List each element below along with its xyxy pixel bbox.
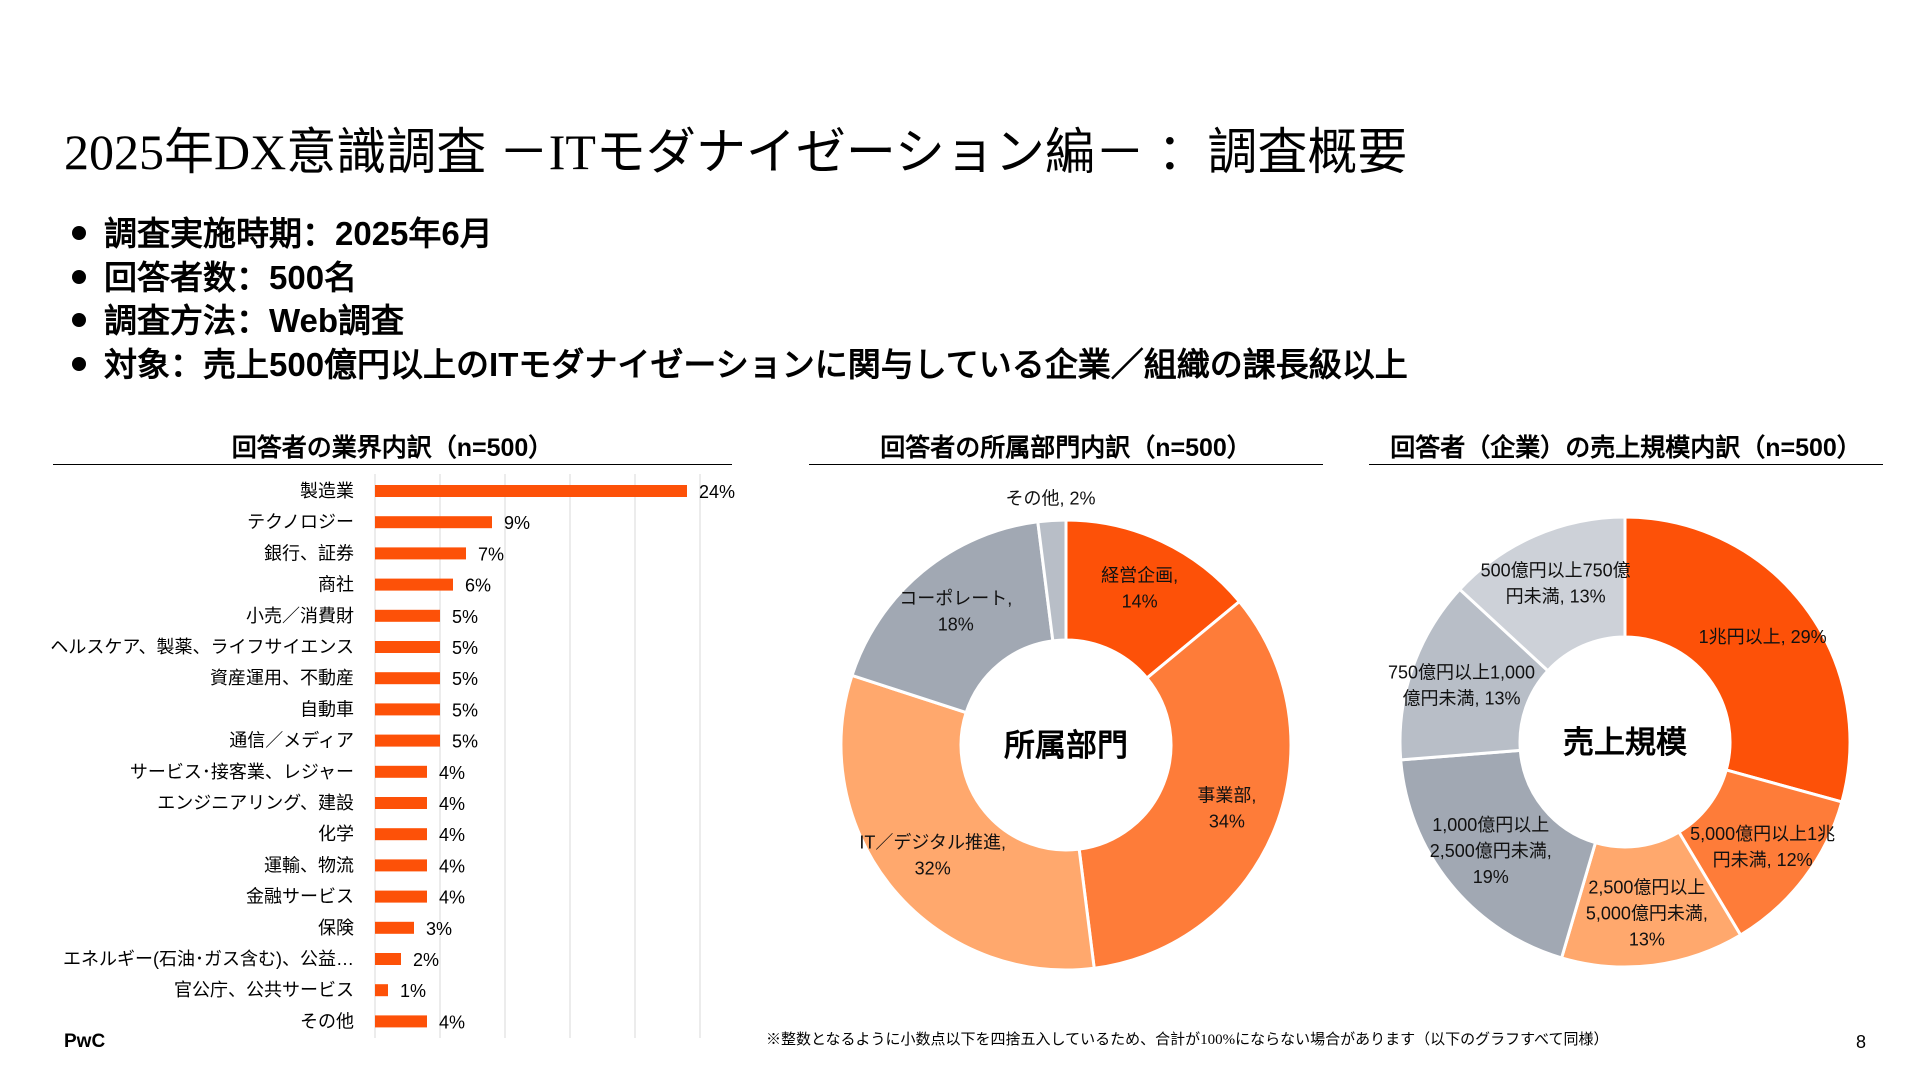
bar [375, 797, 427, 809]
bar-value-label: 4% [439, 825, 465, 845]
bar-value-label: 5% [452, 638, 478, 658]
bar-category-label: サービス･接客業、レジャー [130, 762, 354, 782]
department-chart-title: 回答者の所属部門内訳（n=500） [880, 434, 1252, 462]
department-slice-label: IT／デジタル推進, 32% [859, 832, 1006, 878]
department-slice [850, 520, 1055, 715]
department-center-label: 所属部門 [1004, 728, 1128, 763]
bar-value-label: 4% [439, 1012, 465, 1032]
bar-value-label: 5% [452, 607, 478, 627]
bar-category-label: エンジニアリング、建設 [157, 793, 354, 813]
bar-value-label: 5% [452, 700, 478, 720]
department-slice-label: その他, 2% [1005, 488, 1095, 508]
industry-chart-title: 回答者の業界内訳（n=500） [231, 434, 554, 462]
revenue-slice-label: 1兆円以上, 29% [1699, 627, 1827, 647]
bar-value-label: 24% [699, 482, 735, 502]
bar-value-label: 4% [439, 856, 465, 876]
bar-category-label: 金融サービス [246, 887, 354, 907]
revenue-slice-label: 1,000億円以上 2,500億円未満, 19% [1430, 815, 1552, 887]
bar-value-label: 5% [452, 669, 478, 689]
bar-category-label: 小売／消費財 [246, 606, 354, 626]
bar-category-label: ヘルスケア、製薬、ライフサイエンス [50, 637, 354, 657]
bar-category-label: エネルギー(石油･ガス含む)、公益… [63, 949, 354, 969]
bullet-method: 調査方法：Web調査 [72, 299, 1408, 343]
department-slice-label: コーポレート, 18% [899, 589, 1012, 635]
bullet-icon [72, 356, 86, 371]
bar [375, 485, 687, 497]
revenue-slice [1399, 748, 1598, 960]
revenue-slice-label: 5,000億円以上1兆円未満, 12% [1690, 824, 1835, 870]
department-title-underline [809, 464, 1323, 465]
survey-overview-list: 調査実施時期：2025年6月 回答者数：500名 調査方法：Web調査 対象：売… [72, 212, 1408, 386]
bar [375, 828, 427, 841]
page-number: 8 [1856, 1032, 1867, 1052]
industry-title-underline [53, 464, 732, 465]
footnote: ※整数となるように小数点以下を四捨五入しているため、合計が100%にならない場合… [766, 1032, 1609, 1048]
bar-value-label: 4% [439, 888, 465, 908]
bar [375, 765, 427, 778]
bar [375, 859, 427, 872]
bar-category-label: その他 [300, 1011, 354, 1031]
department-slice [1064, 518, 1242, 681]
department-slice-label: 事業部, 34% [1197, 786, 1256, 832]
bar-category-label: 製造業 [300, 481, 354, 501]
revenue-slice [1457, 515, 1627, 673]
revenue-title-underline [1369, 464, 1883, 465]
department-slice-label: 経営企画, 14% [1101, 565, 1178, 611]
revenue-slice [1623, 515, 1852, 804]
bar [375, 1015, 427, 1028]
bullet-icon [72, 313, 86, 328]
page-title: 2025年DX意識調査 －ITモダナイゼーション編－ ：調査概要 [64, 124, 1408, 180]
bar-category-label: テクノロジー [247, 512, 354, 532]
bullet-icon [72, 226, 86, 241]
bar-category-label: 保険 [318, 918, 354, 938]
bar-category-label: 自動車 [300, 699, 354, 719]
bullet-period: 調査実施時期：2025年6月 [72, 212, 1408, 256]
pwc-logo: PwC [64, 1031, 106, 1052]
revenue-chart-title: 回答者（企業）の売上規模内訳（n=500） [1390, 434, 1862, 462]
bar-value-label: 6% [465, 576, 491, 596]
bar [375, 641, 440, 653]
bullet-target: 対象：売上500億円以上のITモダナイゼーションに関与している企業／組織の課長級… [72, 343, 1408, 387]
bar [375, 734, 440, 747]
revenue-slice-label: 750億円以上1,000 億円未満, 13% [1388, 662, 1535, 708]
bar [375, 672, 440, 685]
bar [375, 703, 440, 716]
bar-value-label: 4% [439, 763, 465, 783]
bar [375, 890, 427, 903]
revenue-slice-label: 500億円以上750億円未満, 13% [1481, 561, 1631, 607]
revenue-slice-label: 2,500億円以上 5,000億円未満, 13% [1586, 878, 1708, 950]
bullet-respondents: 回答者数：500名 [72, 256, 1408, 300]
bar-value-label: 7% [478, 544, 504, 564]
revenue-center-label: 売上規模 [1563, 725, 1687, 760]
department-slice [1077, 599, 1293, 970]
bar-category-label: 官公庁、公共サービス [174, 980, 354, 1000]
bar [375, 547, 466, 560]
bar [375, 516, 492, 529]
department-slice [1036, 518, 1068, 643]
bar [375, 921, 414, 934]
bar-value-label: 2% [413, 950, 439, 970]
bar-category-label: 銀行、証券 [264, 543, 354, 563]
department-slice [839, 673, 1096, 972]
bar-value-label: 4% [439, 794, 465, 814]
bar-category-label: 通信／メディア [229, 731, 354, 751]
bar-value-label: 5% [452, 732, 478, 752]
bar-value-label: 1% [400, 981, 426, 1001]
bar-category-label: 資産運用、不動産 [210, 668, 354, 688]
bar [375, 984, 388, 997]
bar-category-label: 商社 [318, 575, 354, 595]
bar-value-label: 3% [426, 919, 452, 939]
bullet-icon [72, 269, 86, 284]
bar-value-label: 9% [504, 513, 530, 533]
bar [375, 609, 440, 622]
bar-category-label: 運輸、物流 [264, 855, 354, 875]
bar [375, 953, 401, 965]
bar-category-label: 化学 [318, 824, 354, 844]
bar [375, 578, 453, 591]
